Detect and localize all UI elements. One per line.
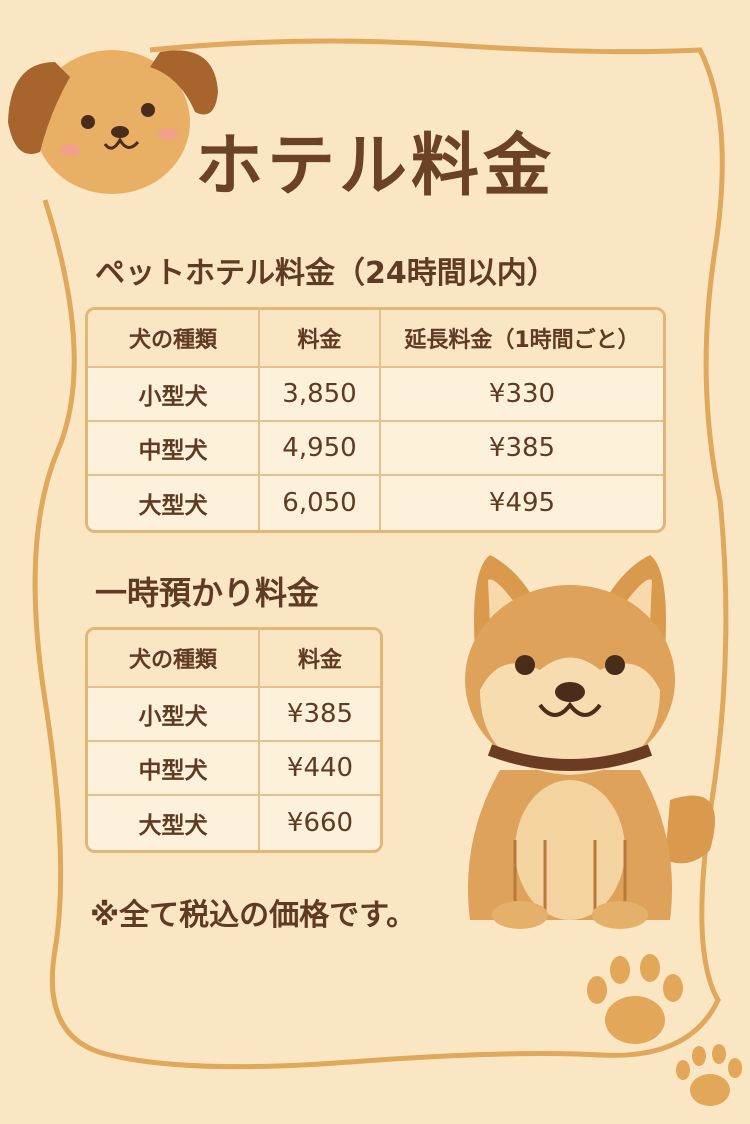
extension-price: ¥495 (488, 488, 556, 518)
dog-type: 中型犬 (88, 742, 260, 796)
dog-type: 小型犬 (88, 688, 260, 742)
daycare-heading: 一時預かり料金 (95, 574, 320, 612)
price: ¥440 (260, 742, 380, 796)
extension-price: ¥385 (381, 422, 663, 476)
table-row: 中型犬 4,950 ¥385 (88, 422, 663, 476)
dog-type: 大型犬 (88, 476, 260, 530)
paw-prints-icon (587, 954, 742, 1106)
dog-type: 小型犬 (88, 368, 260, 422)
header-price: 料金 (260, 310, 381, 368)
price: 4,950 (260, 422, 381, 476)
dog-type: 大型犬 (88, 796, 260, 850)
price: ¥385 (260, 688, 380, 742)
header-dog-type: 犬の種類 (88, 310, 260, 368)
table-row: 大型犬 6,050 ¥495 (88, 476, 663, 530)
extension-price: ¥330 (381, 368, 663, 422)
table-header-row: 犬の種類 料金 (88, 630, 380, 688)
header-dog-type: 犬の種類 (88, 630, 260, 688)
table-row: 小型犬 ¥385 (88, 688, 380, 742)
price: ¥660 (286, 808, 354, 838)
table-row: 中型犬 ¥440 (88, 742, 380, 796)
table-row: 大型犬 ¥660 (88, 796, 380, 850)
tax-note: ※全て税込の価格です。 (90, 898, 417, 933)
shiba-dog-illustration (465, 555, 715, 929)
hotel-price-table: 犬の種類 料金 延長料金（1時間ごと） 小型犬 3,850 ¥330 中型犬 4,95… (85, 307, 666, 533)
dog-type: 中型犬 (88, 422, 260, 476)
price: 6,050 (260, 476, 381, 530)
table-row: 小型犬 3,850 ¥330 (88, 368, 663, 422)
daycare-price-table: 犬の種類 料金 小型犬 ¥385 中型犬 ¥440 大型犬 ¥660 (85, 627, 383, 853)
price: 3,850 (260, 368, 381, 422)
header-extension: 延長料金（1時間ごと） (381, 310, 663, 368)
table-header-row: 犬の種類 料金 延長料金（1時間ごと） (88, 310, 663, 368)
puppy-head-icon (8, 50, 218, 194)
page-title: ホテル料金 (195, 127, 556, 206)
hotel-heading: ペットホテル料金（24時間以内） (95, 256, 557, 291)
header-price: 料金 (260, 630, 380, 688)
